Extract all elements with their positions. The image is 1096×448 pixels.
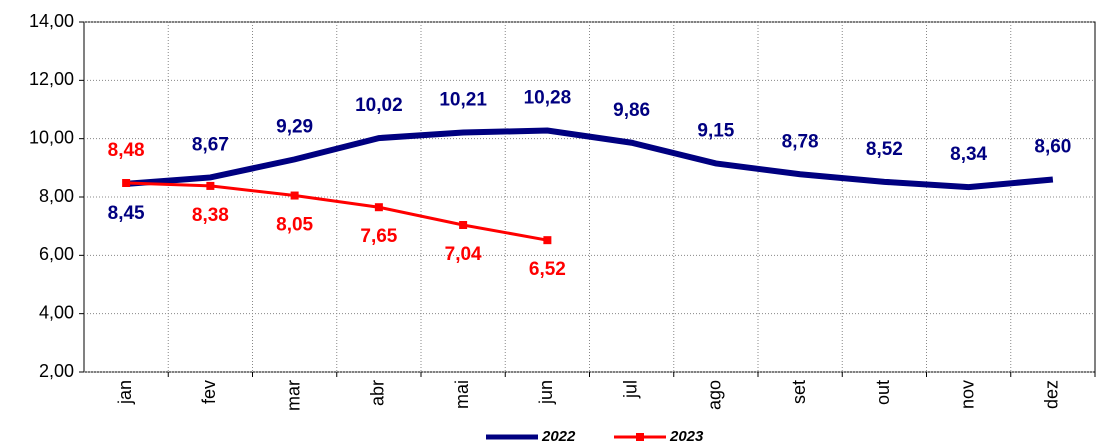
data-label: 8,60	[1034, 137, 1071, 158]
legend-label: 2023	[669, 428, 704, 445]
y-tick-label: 12,00	[29, 69, 74, 89]
data-label: 8,34	[950, 144, 987, 165]
data-label: 8,45	[108, 203, 145, 224]
data-label: 9,15	[697, 120, 734, 141]
data-label: 8,48	[108, 140, 145, 161]
y-tick-label: 8,00	[39, 186, 74, 206]
y-tick-label: 10,00	[29, 127, 74, 147]
x-tick-label: out	[873, 380, 893, 405]
data-label: 10,02	[355, 95, 403, 116]
x-tick-label: set	[789, 380, 809, 404]
series-line	[126, 181, 548, 242]
x-tick-label: fev	[199, 380, 219, 404]
data-label: 7,04	[445, 244, 482, 265]
data-label: 7,65	[360, 226, 397, 247]
data-label: 8,05	[276, 215, 313, 236]
legend-label: 2022	[541, 428, 576, 445]
marker	[543, 236, 552, 245]
legend-marker	[636, 433, 644, 441]
series-line	[125, 127, 1054, 191]
data-label: 8,52	[866, 139, 903, 160]
data-label: 10,28	[524, 88, 572, 109]
marker	[374, 203, 383, 212]
marker	[206, 181, 215, 190]
data-label: 8,67	[192, 134, 229, 155]
x-tick-label: nov	[957, 380, 977, 409]
data-label: 9,86	[613, 100, 650, 121]
y-tick-label: 4,00	[39, 302, 74, 322]
marker	[290, 191, 299, 200]
data-label: 6,52	[529, 259, 566, 280]
data-label: 8,78	[782, 131, 819, 152]
marker	[122, 179, 131, 187]
x-tick-label: dez	[1042, 380, 1062, 409]
x-tick-label: mai	[452, 380, 472, 409]
x-tick-label: abr	[368, 380, 388, 406]
x-tick-label: jul	[620, 380, 640, 399]
marker	[459, 221, 468, 229]
y-tick-label: 2,00	[39, 361, 74, 381]
y-tick-label: 6,00	[39, 244, 74, 264]
y-tick-label: 14,00	[29, 11, 74, 31]
data-label: 8,38	[192, 205, 229, 226]
x-tick-label: jun	[536, 380, 556, 405]
x-tick-label: mar	[283, 380, 303, 411]
data-label: 10,21	[439, 90, 487, 111]
data-label: 9,29	[276, 116, 313, 137]
x-tick-label: jan	[115, 380, 135, 405]
x-tick-label: ago	[705, 380, 725, 410]
